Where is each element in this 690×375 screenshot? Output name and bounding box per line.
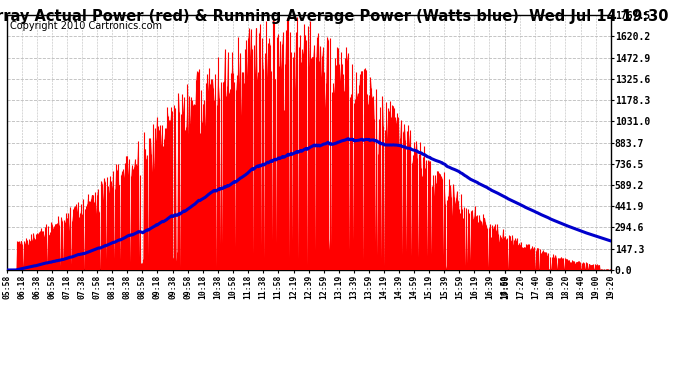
Text: West Array Actual Power (red) & Running Average Power (Watts blue)  Wed Jul 14 1: West Array Actual Power (red) & Running …	[0, 9, 669, 24]
Text: Copyright 2010 Cartronics.com: Copyright 2010 Cartronics.com	[10, 21, 162, 32]
